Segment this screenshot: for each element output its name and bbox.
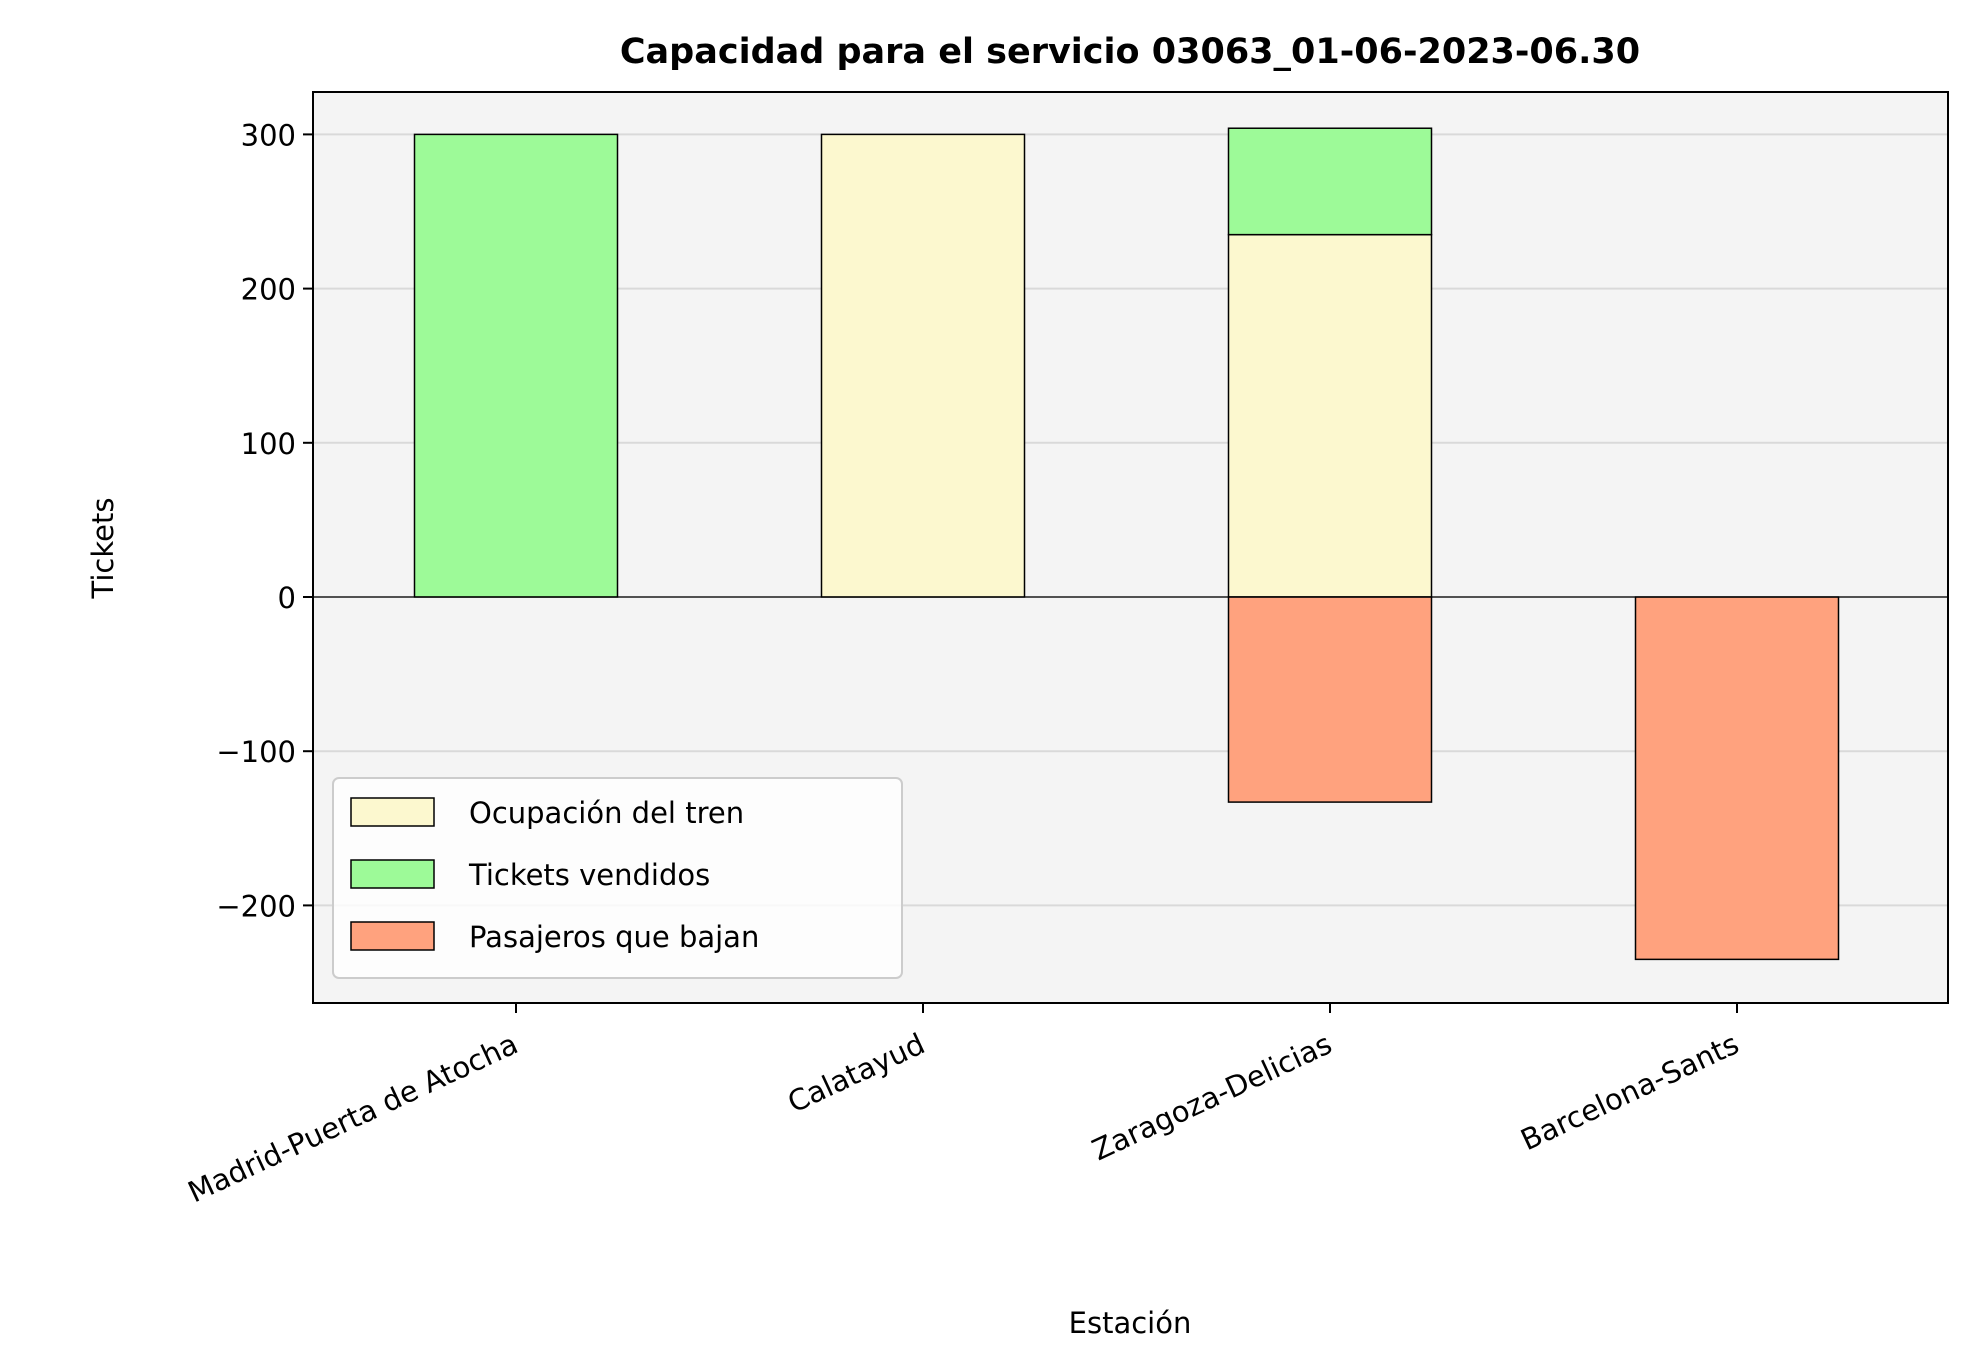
plot-frame (312, 91, 1949, 1004)
legend-label: Tickets vendidos (468, 858, 710, 892)
x-tick-label: Madrid-Puerta de Atocha (183, 1027, 523, 1210)
y-tick-label: 100 (241, 427, 296, 461)
bar-pasajeros-bajan (1227, 596, 1433, 803)
y-axis-label: Tickets (86, 498, 120, 600)
y-tick-label: −100 (216, 735, 296, 769)
legend-label: Ocupación del tren (469, 796, 744, 830)
y-tick-label: 200 (241, 273, 296, 307)
x-axis-ticks: Madrid-Puerta de Atocha Calatayud Zaragoza… (183, 1003, 1744, 1209)
bar-ocupacion (820, 133, 1026, 598)
legend-box (332, 777, 903, 979)
legend-swatch (350, 859, 435, 889)
x-axis-label: Estación (1069, 1306, 1192, 1340)
bars (413, 127, 1840, 961)
legend-swatch (350, 921, 435, 951)
x-tick-label: Barcelona-Sants (1516, 1027, 1744, 1158)
bar-tickets-vendidos (1227, 127, 1433, 236)
legend: Ocupación del tren Tickets vendidos Pasaje… (332, 777, 903, 979)
legend-swatch (350, 797, 435, 827)
y-axis-ticks: −200 −100 0 100 200 300 (216, 118, 313, 923)
bar-tickets-vendidos (413, 133, 619, 598)
bar-ocupacion (1227, 233, 1433, 598)
legend-label: Pasajeros que bajan (469, 920, 759, 954)
bar-pasajeros-bajan (1634, 596, 1840, 961)
y-tick-label: 0 (278, 581, 296, 615)
chart-title: Capacidad para el servicio 03063_01-06-2… (620, 32, 1640, 72)
y-tick-label: 300 (241, 118, 296, 152)
y-tick-label: −200 (216, 889, 296, 923)
x-tick-label: Calatayud (782, 1027, 930, 1120)
x-tick-label: Zaragoza-Delicias (1087, 1027, 1337, 1168)
